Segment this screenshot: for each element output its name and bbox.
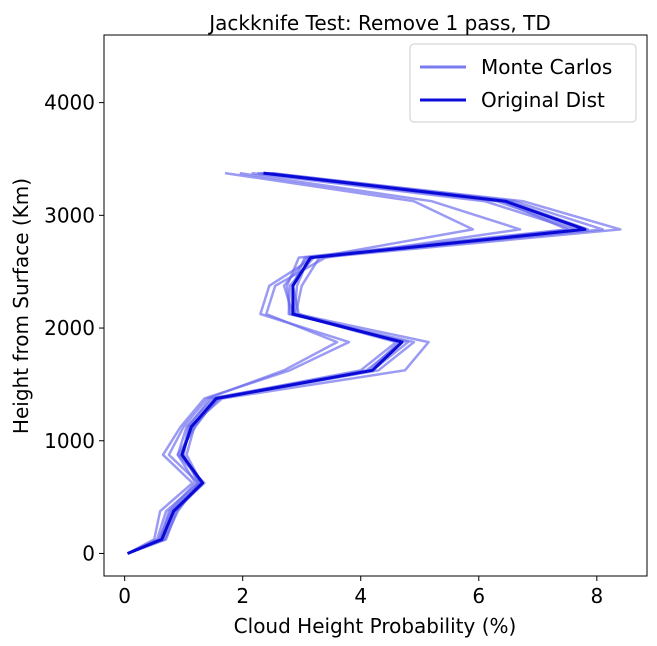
x-axis-label: Cloud Height Probability (%) [234, 614, 517, 638]
plot-frame [103, 34, 648, 577]
chart-title: Jackknife Test: Remove 1 pass, TD [207, 11, 550, 35]
legend-label-monte-carlos: Monte Carlos [481, 55, 612, 79]
series-line-monte-carlo-1 [127, 171, 475, 555]
legend: Monte Carlos Original Dist [409, 43, 637, 123]
series-line-original-dist [127, 171, 587, 555]
x-tick-label: 6 [472, 584, 485, 608]
y-axis-label: Height from Surface (Km) [9, 178, 33, 434]
x-tick-label: 2 [236, 584, 249, 608]
x-tick-label: 0 [118, 584, 131, 608]
legend-label-original-dist: Original Dist [481, 88, 605, 112]
y-tick-label: 3000 [44, 203, 95, 227]
legend-box [409, 43, 637, 123]
x-axis-ticks: 0 2 4 6 8 [118, 576, 603, 608]
x-tick-label: 4 [354, 584, 367, 608]
series-layer [127, 171, 622, 555]
series-line-monte-carlo-7 [127, 171, 604, 555]
y-axis-ticks: 0 1000 2000 3000 4000 [44, 91, 104, 565]
y-tick-label: 2000 [44, 316, 95, 340]
series-line-monte-carlo-5 [127, 171, 569, 555]
y-tick-label: 1000 [44, 429, 95, 453]
x-tick-label: 8 [590, 584, 603, 608]
y-tick-label: 4000 [44, 91, 95, 115]
y-tick-label: 0 [82, 541, 95, 565]
